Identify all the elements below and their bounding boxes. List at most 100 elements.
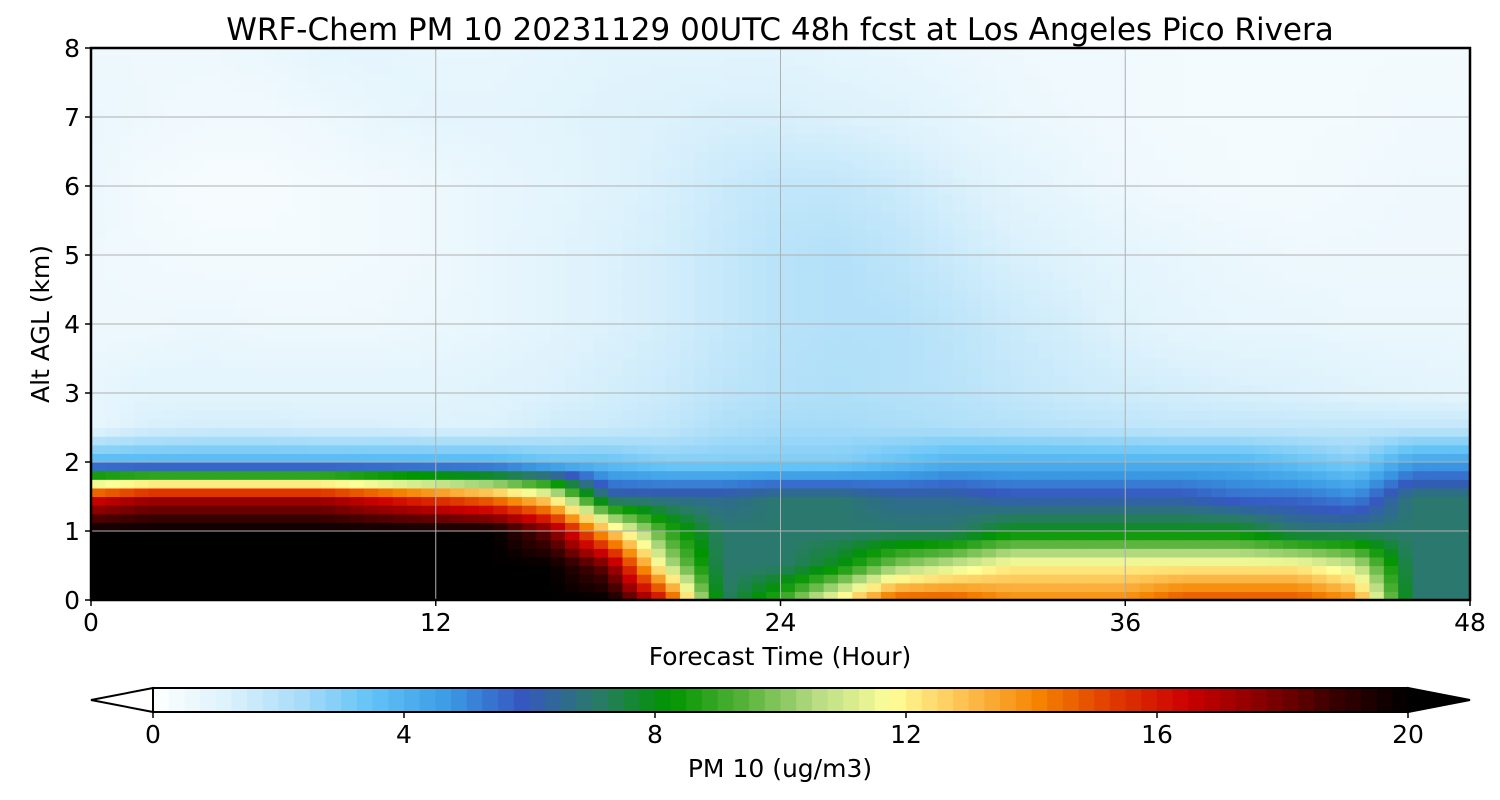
heatmap-cell (708, 513, 724, 523)
heatmap-cell (1283, 591, 1299, 600)
heatmap-cell (1254, 505, 1270, 515)
heatmap-cell (636, 565, 652, 575)
heatmap-cell (205, 531, 221, 541)
heatmap-cell (1441, 298, 1457, 308)
heatmap-cell (708, 574, 724, 584)
heatmap-cell (823, 384, 839, 394)
heatmap-cell (995, 194, 1011, 204)
heatmap-cell (694, 177, 710, 187)
heatmap-cell (1254, 522, 1270, 532)
heatmap-cell (205, 280, 221, 291)
heatmap-cell (1355, 453, 1371, 463)
heatmap-cell (1398, 280, 1414, 291)
heatmap-cell (852, 453, 868, 463)
heatmap-cell (119, 582, 135, 592)
heatmap-cell (751, 479, 767, 489)
heatmap-cell (1441, 462, 1457, 472)
heatmap-cell (507, 324, 523, 334)
heatmap-cell (1369, 263, 1385, 273)
heatmap-cell (378, 211, 394, 222)
heatmap-cell (780, 246, 796, 256)
heatmap-cell (493, 203, 509, 213)
heatmap-cell (521, 505, 537, 515)
heatmap-cell (679, 505, 695, 515)
heatmap-cell (981, 298, 997, 308)
heatmap-cell (895, 556, 911, 567)
heatmap-cell (737, 211, 753, 222)
heatmap-cell (1125, 531, 1141, 541)
heatmap-cell (938, 470, 954, 480)
heatmap-cell (292, 272, 308, 282)
heatmap-cell (1168, 375, 1184, 385)
heatmap-cell (407, 531, 422, 541)
heatmap-cell (1096, 168, 1112, 178)
heatmap-cell (177, 211, 193, 222)
heatmap-cell (751, 237, 767, 247)
heatmap-cell (1297, 272, 1313, 282)
heatmap-cell (593, 556, 609, 567)
heatmap-cell (1268, 522, 1284, 532)
heatmap-cell (952, 341, 968, 351)
heatmap-cell (91, 315, 106, 325)
heatmap-cell (952, 272, 968, 282)
heatmap-cell (1412, 324, 1428, 334)
heatmap-cell (1297, 349, 1313, 360)
heatmap-cell (1096, 160, 1112, 170)
heatmap-cell (1125, 186, 1141, 196)
heatmap-cell (550, 229, 566, 239)
heatmap-cell (694, 548, 710, 558)
heatmap-cell (1240, 393, 1256, 403)
heatmap-cell (205, 211, 221, 222)
heatmap-cell (177, 591, 193, 600)
heatmap-cell (263, 556, 279, 567)
heatmap-cell (478, 246, 494, 256)
heatmap-cell (823, 168, 839, 178)
heatmap-cell (1010, 410, 1026, 420)
heatmap-cell (162, 418, 178, 429)
heatmap-cell (521, 591, 537, 600)
heatmap-cell (608, 324, 624, 334)
heatmap-cell (134, 186, 150, 196)
heatmap-cell (335, 582, 351, 592)
heatmap-cell (1311, 203, 1327, 213)
heatmap-cell (1355, 168, 1371, 178)
heatmap-cell (392, 444, 408, 454)
heatmap-cell (234, 203, 250, 213)
heatmap-cell (1110, 582, 1126, 592)
heatmap-cell (1398, 393, 1414, 403)
heatmap-cell (636, 487, 652, 498)
heatmap-cell (1225, 349, 1241, 360)
heatmap-cell (550, 341, 566, 351)
heatmap-cell (852, 384, 868, 394)
heatmap-cell (909, 565, 925, 575)
heatmap-cell (306, 401, 322, 411)
heatmap-cell (119, 151, 135, 161)
heatmap-cell (1110, 298, 1126, 308)
heatmap-cell (924, 160, 940, 170)
heatmap-cell (967, 513, 983, 523)
heatmap-cell (895, 565, 911, 575)
heatmap-cell (148, 427, 164, 437)
heatmap-cell (292, 220, 308, 230)
heatmap-cell (751, 229, 767, 239)
heatmap-cell (162, 280, 178, 291)
heatmap-cell (320, 211, 336, 222)
heatmap-cell (292, 496, 308, 506)
heatmap-cell (1039, 565, 1055, 575)
heatmap-cell (134, 582, 150, 592)
heatmap-cell (622, 462, 638, 472)
heatmap-cell (780, 229, 796, 239)
heatmap-cell (809, 436, 825, 446)
heatmap-cell (1268, 531, 1284, 541)
heatmap-cell (1053, 315, 1069, 325)
heatmap-cell (148, 496, 164, 506)
heatmap-cell (378, 548, 394, 558)
heatmap-cell (349, 384, 365, 394)
heatmap-cell (1024, 487, 1040, 498)
heatmap-cell (694, 453, 710, 463)
heatmap-cell (162, 375, 178, 385)
heatmap-cell (995, 522, 1011, 532)
heatmap-cell (292, 237, 308, 247)
heatmap-cell (450, 255, 466, 265)
heatmap-cell (1125, 280, 1141, 291)
